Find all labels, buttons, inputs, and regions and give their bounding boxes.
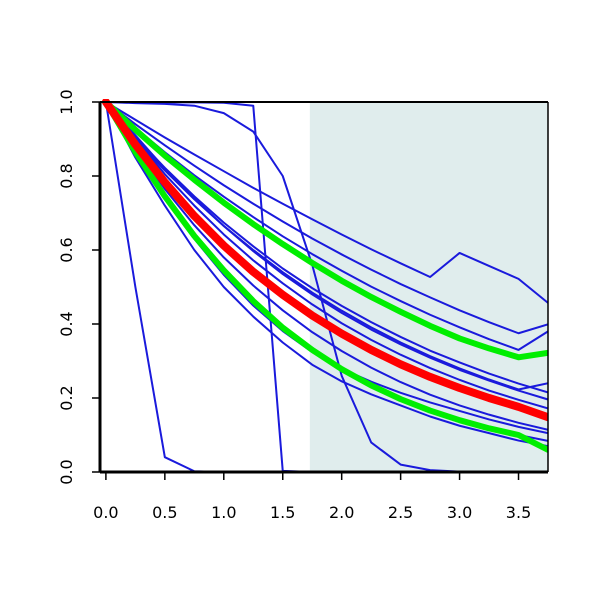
y-tick-label: 0.6 — [57, 237, 76, 262]
series-line-7 — [104, 101, 548, 410]
series-line-9 — [104, 101, 548, 431]
y-tick-label: 0.0 — [57, 459, 76, 484]
series-line-1 — [104, 101, 548, 304]
series-line-3 — [104, 101, 548, 351]
y-tick-label: 0.8 — [57, 163, 76, 188]
series-line-18 — [101, 99, 548, 422]
series-line-17 — [102, 99, 548, 453]
x-tick-label: 2.5 — [388, 503, 413, 522]
axes-layer — [98, 101, 549, 474]
x-tick-label: 3.0 — [447, 503, 472, 522]
series-line-2 — [104, 101, 548, 335]
x-tick-label: 1.0 — [211, 503, 236, 522]
y-tick-label: 0.2 — [57, 385, 76, 410]
series-line-16 — [102, 99, 548, 361]
x-tick-label: 3.5 — [506, 503, 531, 522]
x-tick-label: 0.5 — [152, 503, 177, 522]
x-tick-label: 1.5 — [270, 503, 295, 522]
series-line-4 — [104, 101, 548, 391]
tick-layer: 0.0 0.5 1.0 1.5 2.0 2.5 3.0 3.5 0.0 0.2 0.4 0.6 0.8 1… — [57, 89, 531, 522]
series-line-6 — [104, 101, 548, 401]
y-tick-label: 0.4 — [57, 311, 76, 336]
x-tick-label: 2.0 — [329, 503, 354, 522]
y-tick-label: 1.0 — [57, 89, 76, 114]
x-tick-label: 0.0 — [93, 503, 118, 522]
series-line-12 — [104, 101, 548, 448]
